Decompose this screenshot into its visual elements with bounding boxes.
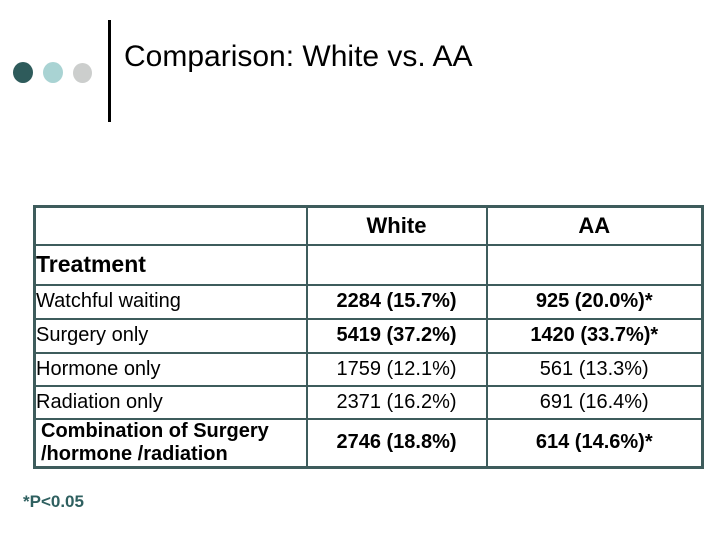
- row-label: Radiation only: [33, 384, 308, 420]
- table-row-hormone-only: Hormone only 1759 (12.1%) 561 (13.3%): [33, 351, 704, 387]
- row-label: Combination of Surgery /hormone /radiati…: [33, 417, 308, 468]
- table-row-watchful-waiting: Watchful waiting 2284 (15.7%) 925 (20.0%…: [33, 283, 704, 320]
- table-row-combination: Combination of Surgery /hormone /radiati…: [33, 417, 704, 468]
- bullet-dot-light-teal-icon: [43, 62, 63, 83]
- row-label: Surgery only: [33, 317, 308, 354]
- white-value: 5419 (37.2%): [305, 317, 488, 354]
- aa-value: 1420 (33.7%)*: [485, 317, 704, 354]
- table-group-row: Treatment: [33, 243, 704, 286]
- aa-value: 925 (20.0%)*: [485, 283, 704, 320]
- significance-footnote: *P<0.05: [23, 492, 84, 511]
- bullet-dot-gray-icon: [73, 63, 92, 83]
- title-vertical-rule: [108, 20, 111, 122]
- header-empty-cell: [33, 205, 308, 246]
- table-row-radiation-only: Radiation only 2371 (16.2%) 691 (16.4%): [33, 384, 704, 420]
- column-header-white: White: [305, 205, 488, 246]
- aa-value: 691 (16.4%): [485, 384, 704, 420]
- slide-title: Comparison: White vs. AA: [124, 40, 473, 73]
- column-header-aa: AA: [485, 205, 704, 246]
- white-value: 2371 (16.2%): [305, 384, 488, 420]
- table-row-surgery-only: Surgery only 5419 (37.2%) 1420 (33.7%)*: [33, 317, 704, 354]
- white-value: 1759 (12.1%): [305, 351, 488, 387]
- empty-cell: [485, 243, 704, 286]
- row-label: Watchful waiting: [33, 283, 308, 320]
- row-label: Hormone only: [33, 351, 308, 387]
- comparison-table: White AA Treatment Watchful waiting 2284…: [33, 205, 704, 469]
- white-value: 2746 (18.8%): [305, 417, 488, 468]
- bullet-dot-dark-teal-icon: [13, 62, 33, 83]
- empty-cell: [305, 243, 488, 286]
- group-label-treatment: Treatment: [33, 243, 308, 286]
- white-value: 2284 (15.7%): [305, 283, 488, 320]
- table-header-row: White AA: [33, 205, 704, 246]
- aa-value: 561 (13.3%): [485, 351, 704, 387]
- aa-value: 614 (14.6%)*: [485, 417, 704, 468]
